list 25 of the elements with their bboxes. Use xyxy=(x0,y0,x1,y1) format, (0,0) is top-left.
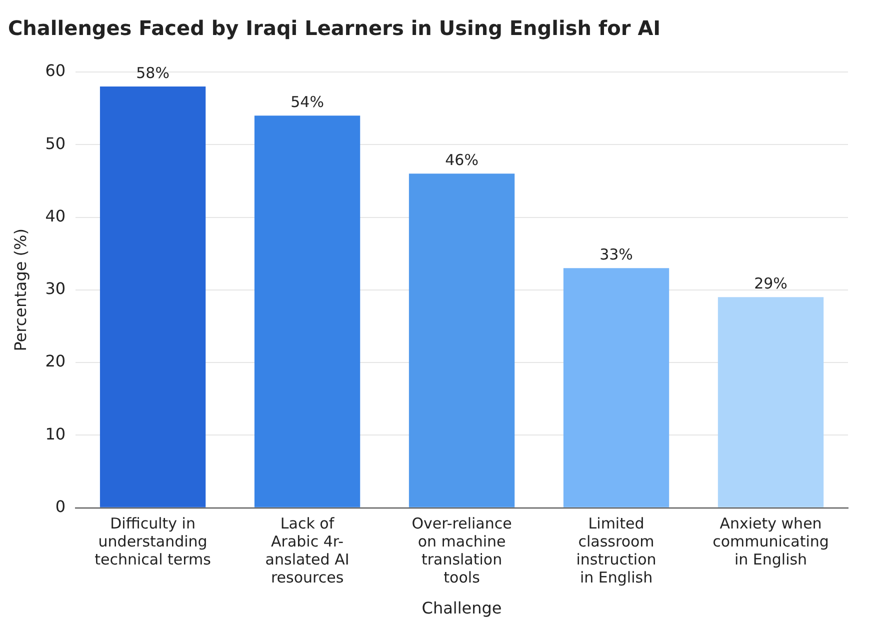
y-tick-label: 0 xyxy=(55,496,66,516)
data-label: 33% xyxy=(600,246,633,264)
x-tick-label: Over-reliance on machine translation tools xyxy=(412,514,512,587)
y-tick-label: 10 xyxy=(45,424,66,444)
bar xyxy=(563,268,670,508)
x-axis-title: Challenge xyxy=(422,598,502,618)
data-label: 46% xyxy=(445,151,478,170)
data-label: 54% xyxy=(290,92,324,111)
y-axis-title: Percentage (%) xyxy=(10,228,30,352)
chart-title: Challenges Faced by Iraqi Learners in Using English for AI xyxy=(8,16,661,40)
bar xyxy=(718,297,824,508)
data-label: 58% xyxy=(136,64,170,82)
y-tick-label: 30 xyxy=(45,279,66,298)
x-tick-label: Difficulty in understanding technical terms xyxy=(94,514,212,569)
bar xyxy=(100,86,206,508)
y-tick-label: 20 xyxy=(45,352,66,371)
bar xyxy=(254,116,360,508)
x-tick-label: Anxiety when communicating in English xyxy=(712,514,829,569)
y-tick-label: 60 xyxy=(45,61,66,80)
x-tick-label: Lack of Arabic 4r- anslated AI resources xyxy=(265,514,350,587)
y-tick-label: 50 xyxy=(45,134,66,153)
x-tick-label: Limited classroom instruction in English xyxy=(576,514,656,587)
bar xyxy=(408,174,515,508)
data-label: 29% xyxy=(754,274,788,293)
y-tick-label: 40 xyxy=(45,206,66,226)
